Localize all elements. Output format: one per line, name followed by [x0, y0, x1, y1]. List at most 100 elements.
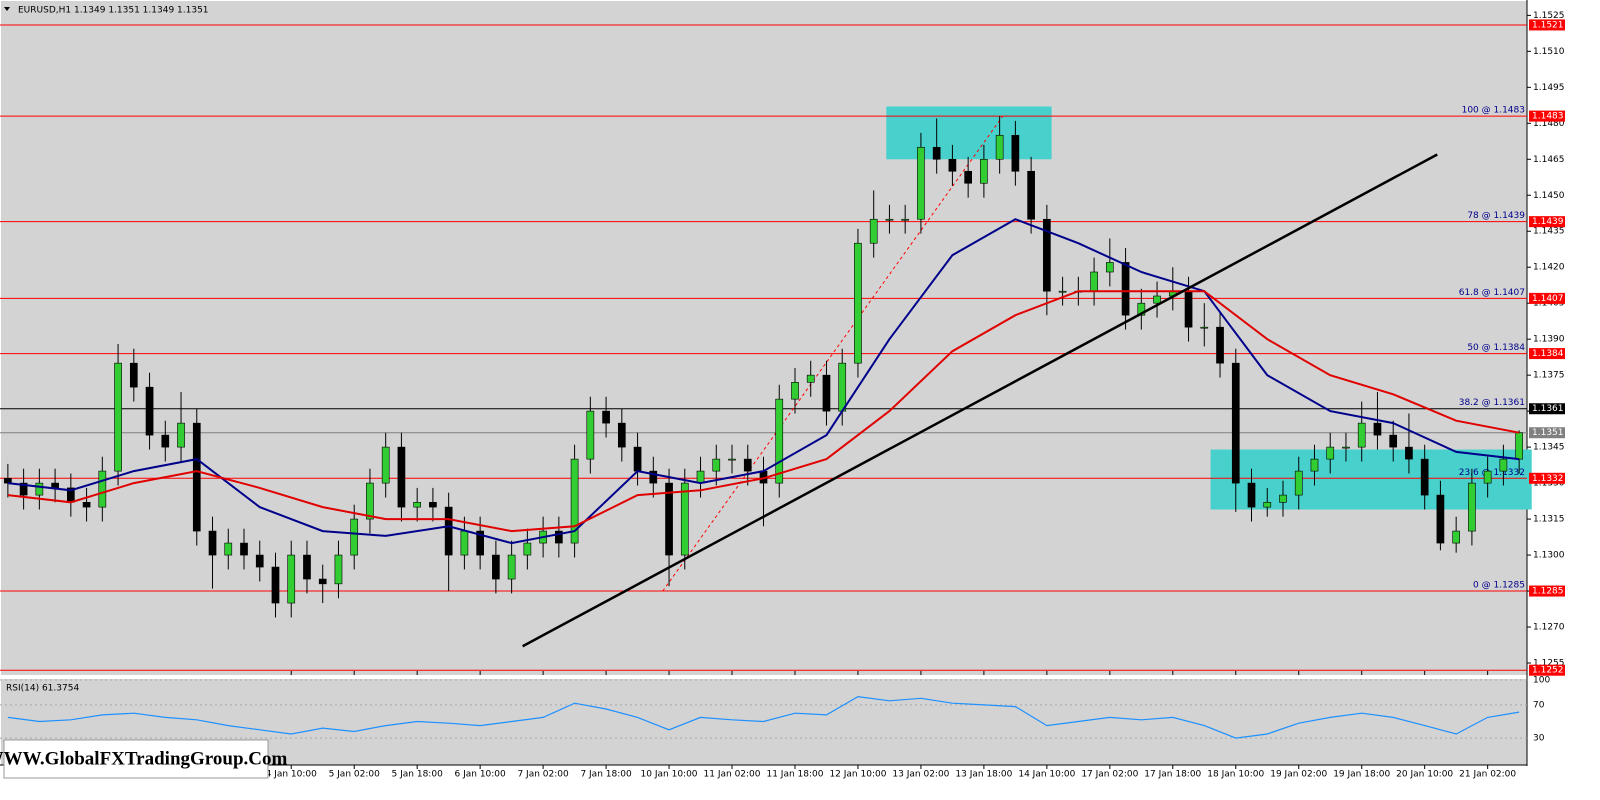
- x-tick-label: 17 Jan 18:00: [1144, 770, 1201, 780]
- x-tick-label: 7 Jan 18:00: [580, 770, 632, 780]
- candle-body: [570, 458, 579, 544]
- fib-label: 61.8 @ 1.1407: [1459, 288, 1525, 298]
- y-tick-label: 1.1480: [1533, 119, 1565, 129]
- candle-body: [1499, 458, 1508, 472]
- candle-body: [1420, 458, 1429, 496]
- candle-body: [476, 530, 484, 556]
- candle-body: [350, 518, 359, 556]
- x-tick-label: 13 Jan 18:00: [955, 770, 1012, 780]
- zone: [1210, 449, 1532, 510]
- x-tick-label: 11 Jan 18:00: [766, 770, 823, 780]
- x-tick-label: 5 Jan 02:00: [329, 770, 381, 780]
- candle-body: [460, 530, 469, 556]
- plot-layer: 1.1525 1.1510 1.1495 1.1480 1.1465 1.1450 1.14…: [0, 11, 1565, 780]
- x-tick-label: 7 Jan 02:00: [517, 770, 569, 780]
- level-tag: [1529, 403, 1565, 415]
- y-tick-label: 1.1255: [1533, 659, 1565, 669]
- y-tick-label: 1.1450: [1533, 191, 1565, 201]
- x-tick-label: 19 Jan 18:00: [1333, 770, 1390, 780]
- y-tick-label: 1.1390: [1533, 335, 1565, 345]
- candle-body: [854, 242, 862, 364]
- candle-body: [318, 578, 327, 585]
- candle-body: [381, 446, 390, 484]
- level-tag-label: 1.1521: [1532, 20, 1564, 30]
- candle-body: [948, 158, 957, 172]
- level-tag: [1529, 664, 1565, 676]
- candle-body: [633, 446, 642, 472]
- y-tick-label: 1.1495: [1533, 83, 1565, 93]
- candle-body: [4, 478, 12, 484]
- moving-average: [7, 290, 1520, 533]
- candle-body: [177, 422, 185, 448]
- candle-body: [1452, 530, 1461, 544]
- x-tick-label: 19 Jan 02:00: [1270, 770, 1327, 780]
- candle-body: [334, 554, 343, 585]
- y-tick-label: 1.1465: [1533, 155, 1565, 165]
- rsi-tick-label: 30: [1533, 734, 1545, 744]
- y-tick-label: 1.1345: [1533, 443, 1565, 453]
- candle-body: [1011, 134, 1020, 172]
- y-tick-label: 1.1315: [1533, 515, 1565, 525]
- level-tag: [1529, 585, 1565, 597]
- x-tick-label: 18 Jan 10:00: [1207, 770, 1264, 780]
- candle-body: [665, 482, 673, 556]
- candle-body: [1216, 326, 1224, 364]
- y-tick-label: 1.1420: [1533, 263, 1565, 273]
- fib-label: 0 @ 1.1285: [1473, 581, 1525, 591]
- x-tick-label: 4 Jan 10:00: [266, 770, 318, 780]
- y-tick-label: 1.1300: [1533, 551, 1565, 561]
- x-tick-label: 6 Jan 10:00: [455, 770, 507, 780]
- fib-label: 100 @ 1.1483: [1462, 106, 1525, 116]
- y-tick-label: 1.1525: [1533, 11, 1565, 21]
- candle-body: [885, 218, 894, 221]
- candle-body: [303, 554, 311, 580]
- candle-body: [1184, 290, 1193, 328]
- candle-body: [680, 482, 689, 556]
- level-tag: [1529, 472, 1565, 484]
- candle-body: [995, 134, 1004, 160]
- candle-body: [1153, 295, 1161, 304]
- fib-label: 78 @ 1.1439: [1467, 211, 1525, 221]
- candle-body: [728, 458, 736, 461]
- x-tick-label: 5 Jan 18:00: [392, 770, 444, 780]
- candle-body: [1515, 432, 1523, 460]
- watermark: WWW.GlobalFXTradingGroup.Com: [0, 748, 287, 769]
- candle-body: [492, 554, 500, 580]
- candle-body: [35, 482, 44, 496]
- level-tag-label: 1.1483: [1532, 112, 1564, 122]
- x-tick-label: 21 Jan 02:00: [1459, 770, 1516, 780]
- candle-body: [1373, 422, 1382, 436]
- candle-body: [869, 218, 878, 244]
- candle-body: [1436, 494, 1445, 544]
- candle-body: [806, 374, 815, 383]
- candle-body: [917, 146, 925, 220]
- level-tag-label: 1.1407: [1532, 294, 1564, 304]
- dropdown-icon: [4, 7, 10, 11]
- moving-average: [7, 218, 1520, 545]
- candle-body: [964, 170, 972, 184]
- candle-body: [98, 470, 107, 508]
- x-tick-label: 12 Jan 10:00: [829, 770, 886, 780]
- fib-label: 23.6 @ 1.1332: [1459, 468, 1525, 478]
- candle-body: [901, 218, 910, 221]
- level-tag-label: 1.1384: [1532, 349, 1564, 359]
- candle-body: [1058, 290, 1067, 293]
- level-tag: [1529, 216, 1565, 228]
- candle-body: [192, 422, 201, 532]
- candle-body: [1137, 302, 1146, 316]
- x-tick-label: 10 Jan 10:00: [641, 770, 698, 780]
- level-tag-label: 1.1285: [1532, 587, 1564, 597]
- level-tag-label: 1.1351: [1532, 428, 1564, 438]
- candle-body: [271, 566, 280, 604]
- candle-body: [1326, 446, 1335, 460]
- rsi-tick-label: 70: [1533, 700, 1545, 710]
- fib-label: 50 @ 1.1384: [1467, 343, 1525, 353]
- candle-body: [822, 374, 831, 412]
- candle-body: [1027, 170, 1035, 220]
- x-tick-label: 13 Jan 02:00: [892, 770, 949, 780]
- level-tag-label: 1.1439: [1532, 217, 1564, 227]
- candle-body: [51, 482, 59, 489]
- trendline: [522, 153, 1438, 648]
- candle-body: [145, 386, 154, 436]
- candle-body: [586, 410, 595, 460]
